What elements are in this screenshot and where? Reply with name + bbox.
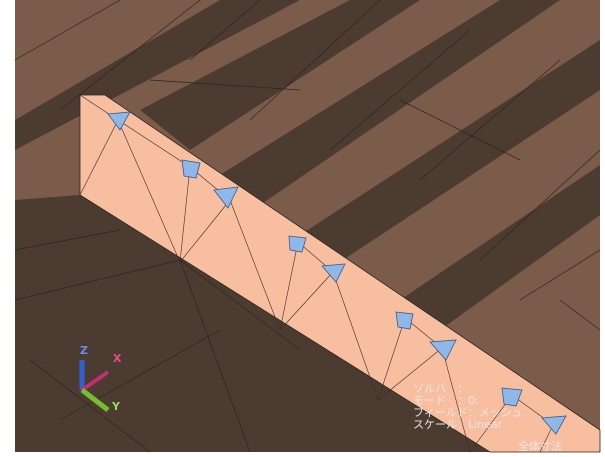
markers: [107, 111, 567, 435]
info-line: モード ：0:: [413, 394, 479, 407]
info-overlay: ソルバ ： モード ：0: フィールド：メッシュ スケール：Linear 全体寸…: [413, 382, 562, 453]
info-line: スケール：Linear: [413, 418, 503, 431]
info-footer: 全体寸法: [518, 439, 562, 453]
axis-label: X: [113, 352, 122, 365]
info-line: ソルバ ：: [413, 382, 468, 395]
axis-label: Y: [111, 400, 121, 413]
axis-label: Z: [80, 344, 88, 357]
info-line: フィールド：メッシュ: [413, 406, 523, 419]
shadow-bands: [15, 0, 600, 452]
axis-triad: Z X Y: [79, 344, 122, 413]
